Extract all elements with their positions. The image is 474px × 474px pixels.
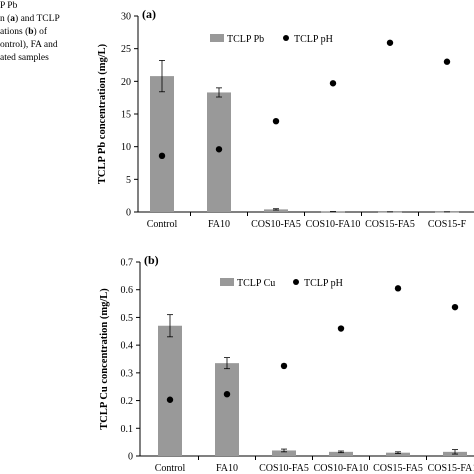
- bar: [215, 363, 239, 456]
- x-tick-label: COS15-FA10: [428, 463, 474, 474]
- x-tick-label: FA10: [208, 219, 230, 230]
- ph-marker: [223, 390, 231, 398]
- caption-line: P Pb: [0, 0, 100, 13]
- y-tick-label: 0.5: [121, 313, 134, 324]
- y-axis-title: TCLP Cu concentration (mg/L): [99, 288, 110, 430]
- x-tick-label: Control: [147, 219, 178, 230]
- x-tick-label: COS15-FA5: [373, 463, 423, 474]
- legend-bar-swatch: [210, 34, 224, 42]
- caption-panel-ref: a: [10, 14, 16, 24]
- legend-label: TCLP pH: [294, 34, 333, 45]
- y-tick-label: 30: [121, 12, 131, 23]
- y-tick-label: 0.3: [121, 368, 134, 379]
- y-tick-label: 25: [121, 44, 131, 55]
- x-tick-label: COS15-F: [428, 219, 467, 230]
- legend-label: TCLP Pb: [227, 34, 264, 45]
- y-axis-title: TCLP Pb concentration (mg/L): [97, 43, 108, 184]
- y-tick-label: 0: [126, 208, 131, 219]
- caption-line: ations (b) of: [0, 26, 100, 39]
- y-tick-label: 0.4: [121, 341, 134, 352]
- legend-label: TCLP pH: [304, 278, 343, 289]
- chart-panel-a: 0 5 10 15 20 25 30 TCLP Pb concentration (mg/L)…: [97, 7, 474, 230]
- y-tick-label: 10: [121, 142, 131, 153]
- y-tick-label: 5: [126, 175, 131, 186]
- ph-marker: [158, 152, 166, 160]
- bar: [158, 325, 182, 456]
- caption-line: ontrol), FA and: [0, 39, 100, 52]
- bar: [386, 452, 410, 456]
- caption-panel-ref: b: [28, 27, 34, 37]
- caption-text: ations (: [0, 27, 29, 37]
- x-tick-label: Control: [155, 463, 186, 474]
- y-tick-label: 0.1: [121, 424, 134, 435]
- bar: [150, 76, 174, 213]
- caption-line: ated samples: [0, 52, 100, 65]
- ph-marker: [451, 303, 459, 311]
- bar: [264, 209, 288, 212]
- caption-text: ated samples: [0, 53, 49, 63]
- caption-text: ) of: [33, 27, 47, 37]
- chart-panel-b: 0 0.1 0.2 0.3 0.4 0.5 0.6 0.7 TCLP Cu concentrat…: [99, 253, 474, 474]
- legend-marker-swatch: [293, 279, 299, 285]
- ph-marker: [272, 117, 280, 125]
- y-tick-label: 0.2: [121, 396, 134, 407]
- y-tick-label: 0.7: [121, 258, 134, 269]
- figure-caption: P Pb n (a) and TCLP ations (b) of ontrol), …: [0, 0, 100, 65]
- bar: [272, 450, 296, 456]
- caption-line: n (a) and TCLP: [0, 13, 100, 26]
- caption-text: P Pb: [0, 1, 18, 11]
- ph-marker: [443, 58, 451, 65]
- x-tick-label: FA10: [216, 463, 238, 474]
- panel-label: (a): [142, 7, 156, 21]
- caption-text: ) and TCLP: [15, 14, 60, 24]
- legend-marker-swatch: [283, 35, 289, 41]
- y-tick-label: 0: [128, 452, 133, 463]
- ph-marker: [280, 362, 288, 370]
- ph-marker: [215, 146, 223, 153]
- y-tick-label: 20: [121, 77, 131, 88]
- x-tick-label: COS10-FA5: [251, 219, 301, 230]
- legend-label: TCLP Cu: [237, 278, 275, 289]
- x-tick-label: COS10-FA10: [306, 219, 361, 230]
- panel-label: (b): [144, 253, 159, 267]
- bar: [329, 451, 353, 456]
- y-tick-label: 0.6: [121, 285, 134, 296]
- x-tick-label: COS15-FA5: [365, 219, 415, 230]
- x-tick-label: COS10-FA5: [259, 463, 309, 474]
- x-tick-label: COS10-FA10: [314, 463, 369, 474]
- ph-marker: [166, 396, 174, 403]
- caption-text: n (: [0, 14, 11, 24]
- ph-marker: [394, 285, 402, 292]
- ph-marker: [386, 39, 394, 46]
- ph-marker: [337, 325, 345, 332]
- ph-marker: [329, 80, 337, 87]
- legend-bar-swatch: [220, 278, 234, 286]
- y-tick-label: 15: [121, 110, 131, 121]
- caption-text: ontrol), FA and: [0, 40, 58, 50]
